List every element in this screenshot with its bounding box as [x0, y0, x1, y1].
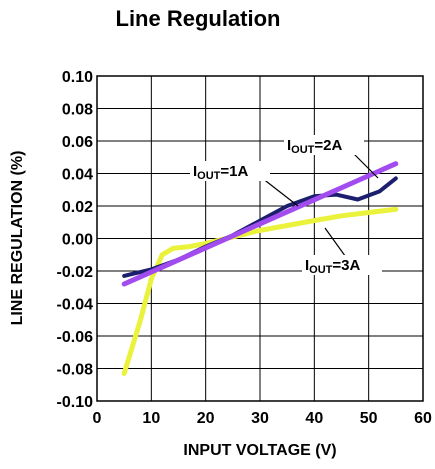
y-tick-label: -0.10 — [57, 394, 94, 411]
annotation-leader — [324, 227, 349, 261]
x-tick-label: 60 — [414, 410, 432, 427]
series-annotation-2: IOUT=2A — [287, 137, 343, 156]
x-tick-label: 0 — [93, 410, 102, 427]
annotation-bg — [190, 161, 270, 181]
annotation-leader — [261, 177, 299, 207]
y-tick-label: 0.06 — [62, 134, 93, 151]
x-tick-label: 30 — [251, 410, 269, 427]
plot-frame — [96, 75, 424, 402]
series-line-2 — [121, 161, 399, 287]
x-tick-label: 20 — [197, 410, 215, 427]
y-tick-labels: 0.10 0.08 0.06 0.04 0.02 0.00 -0.02 -0.04 -0.06 -… — [57, 69, 94, 411]
y-tick-label: -0.02 — [57, 264, 94, 281]
y-tick-label: 0.10 — [62, 69, 93, 86]
y-tick-label: -0.04 — [57, 297, 94, 314]
grid — [96, 75, 424, 402]
x-tick-label: 10 — [142, 410, 160, 427]
y-tick-label: 0.04 — [62, 167, 93, 184]
annotation-bg — [302, 255, 382, 275]
y-tick-label: 0.08 — [62, 102, 93, 119]
x-axis-label: INPUT VOLTAGE (V) — [183, 442, 336, 459]
annotation-bg — [284, 135, 364, 155]
chart-title: Line Regulation — [116, 6, 281, 31]
x-tick-labels: 0 10 20 30 40 50 60 — [93, 410, 432, 427]
y-tick-label: 0.00 — [62, 232, 93, 249]
annotation-leaders — [261, 152, 379, 261]
annotation-leader — [352, 152, 379, 179]
x-tick-label: 50 — [360, 410, 378, 427]
series-annotation-1: IOUT=1A — [193, 163, 249, 182]
y-tick-label: 0.02 — [62, 199, 93, 216]
y-tick-label: -0.06 — [57, 329, 94, 346]
x-tick-label: 40 — [305, 410, 323, 427]
y-axis-label: LINE REGULATION (%) — [9, 151, 26, 326]
y-tick-label: -0.08 — [57, 362, 94, 379]
series-lines — [121, 161, 399, 376]
series-annotations: IOUT=1A IOUT=2A IOUT=3A — [190, 135, 382, 276]
series-annotation-3: IOUT=3A — [305, 257, 361, 276]
